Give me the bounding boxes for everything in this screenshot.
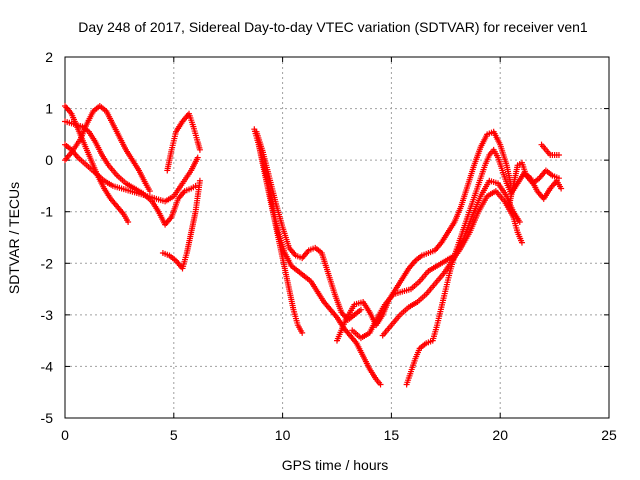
data-series [255, 139, 384, 388]
y-tick-label: 0 [45, 152, 53, 168]
data-series [62, 102, 132, 226]
data-point-marker [194, 154, 201, 161]
data-point-marker [192, 182, 199, 189]
y-tick-label: 1 [45, 101, 53, 117]
data-point-marker [518, 239, 525, 246]
y-tick-label: -1 [41, 204, 54, 220]
data-series [403, 146, 565, 388]
data-point-marker [516, 219, 523, 226]
data-series [159, 177, 203, 272]
data-point-marker [299, 329, 306, 336]
x-tick-label: 5 [170, 427, 178, 443]
data-point-marker [558, 185, 565, 192]
plot-frame [64, 56, 610, 419]
data-series [349, 177, 523, 342]
data-series [164, 110, 203, 174]
chart-title: Day 248 of 2017, Sidereal Day-to-day VTE… [78, 19, 588, 35]
data-series [334, 128, 515, 344]
data-point-marker [555, 151, 562, 158]
data-point-marker [125, 219, 132, 226]
data-series [62, 141, 201, 205]
y-tick-label: -2 [41, 255, 54, 271]
y-axis-label: SDTVAR / TECUs [6, 182, 22, 294]
data-series [538, 141, 562, 158]
data-series [505, 159, 562, 210]
data-series [253, 128, 364, 324]
y-tick-label: 2 [45, 49, 53, 65]
grid-lines [65, 57, 609, 418]
data-series [62, 118, 199, 228]
x-tick-label: 10 [275, 427, 291, 443]
data-point-marker [357, 306, 364, 313]
y-tick-label: -4 [41, 358, 54, 374]
data-series [62, 102, 153, 195]
data-point-marker [377, 381, 384, 388]
data-point-marker [196, 146, 203, 153]
data-point-marker [146, 188, 153, 195]
y-tick-label: -3 [41, 307, 54, 323]
x-tick-label: 15 [384, 427, 400, 443]
x-tick-label: 25 [601, 427, 617, 443]
data-point-marker [196, 177, 203, 184]
data-point-marker [555, 175, 562, 182]
data-series [379, 188, 525, 339]
data-points [62, 102, 565, 388]
x-axis-label: GPS time / hours [282, 457, 389, 473]
y-tick-label: -5 [41, 410, 54, 426]
x-tick-label: 0 [61, 427, 69, 443]
axis-ticks: 0 5 10 15 20 25 -5 -4 -3 -2 -1 0 1 2 [41, 49, 617, 443]
x-tick-label: 20 [492, 427, 508, 443]
